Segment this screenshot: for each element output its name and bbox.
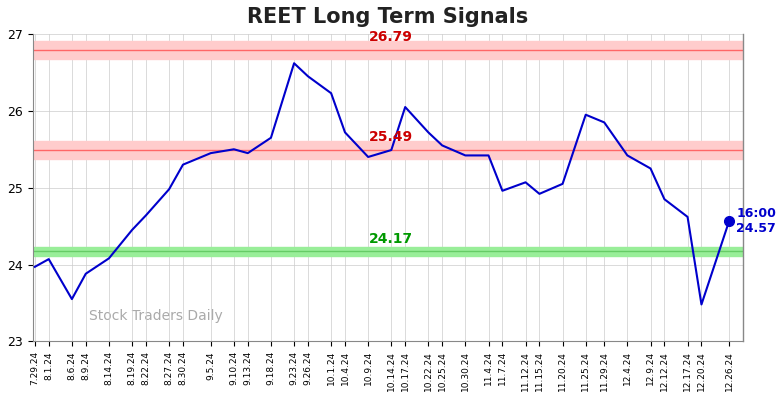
Text: 26.79: 26.79 (369, 30, 413, 44)
Text: 25.49: 25.49 (369, 130, 413, 144)
Bar (33, 41, 743, 59)
Title: REET Long Term Signals: REET Long Term Signals (247, 7, 528, 27)
Bar (33, 247, 743, 256)
Text: 24.17: 24.17 (369, 232, 413, 246)
Text: 16:00
24.57: 16:00 24.57 (736, 207, 776, 235)
Text: Stock Traders Daily: Stock Traders Daily (89, 309, 223, 323)
Bar (33, 141, 743, 159)
